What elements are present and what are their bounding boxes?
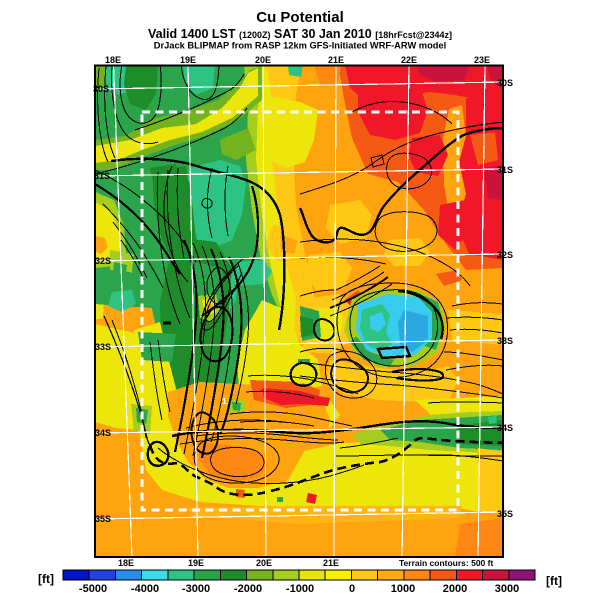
svg-text:22E: 22E: [401, 55, 417, 65]
svg-text:34S: 34S: [95, 428, 111, 438]
svg-text:18E: 18E: [118, 558, 134, 568]
svg-text:1: 1: [222, 396, 227, 406]
svg-text:32S: 32S: [95, 256, 111, 266]
svg-text:19E: 19E: [188, 558, 204, 568]
svg-text:DrJack BLIPMAP from RASP 12km: DrJack BLIPMAP from RASP 12km GFS-Initia…: [154, 41, 446, 51]
svg-text:20E: 20E: [255, 55, 271, 65]
svg-text:21E: 21E: [323, 558, 339, 568]
svg-text:[ft]: [ft]: [546, 574, 562, 588]
svg-text:23E: 23E: [474, 55, 490, 65]
svg-text:34S: 34S: [497, 423, 513, 433]
svg-text:19E: 19E: [180, 55, 196, 65]
svg-text:21E: 21E: [328, 55, 344, 65]
svg-text:-4000: -4000: [131, 583, 159, 595]
svg-text:0: 0: [349, 583, 355, 595]
svg-text:-1000: -1000: [286, 583, 314, 595]
svg-text:2000: 2000: [443, 583, 467, 595]
svg-text:30S: 30S: [497, 78, 513, 88]
svg-text:3000: 3000: [495, 583, 519, 595]
svg-text:31S: 31S: [94, 171, 110, 181]
svg-text:Cu Potential: Cu Potential: [256, 9, 344, 26]
svg-text:35S: 35S: [95, 514, 111, 524]
svg-text:30S: 30S: [93, 84, 109, 94]
svg-text:Terrain contours: 500 ft: Terrain contours: 500 ft: [399, 558, 493, 568]
svg-text:20E: 20E: [256, 558, 272, 568]
svg-text:35S: 35S: [497, 509, 513, 519]
svg-text:33S: 33S: [497, 336, 513, 346]
svg-text:-5000: -5000: [79, 583, 107, 595]
svg-text:33S: 33S: [95, 342, 111, 352]
svg-text:18E: 18E: [105, 55, 121, 65]
svg-text:-3000: -3000: [182, 583, 210, 595]
svg-text:[ft]: [ft]: [38, 572, 54, 586]
svg-text:-2000: -2000: [234, 583, 262, 595]
svg-text:31S: 31S: [497, 165, 513, 175]
svg-text:1000: 1000: [391, 583, 415, 595]
svg-text:Valid 1400 LST (1200Z) SAT 30: Valid 1400 LST (1200Z) SAT 30 Jan 2010 […: [148, 27, 452, 41]
svg-text:32S: 32S: [497, 250, 513, 260]
